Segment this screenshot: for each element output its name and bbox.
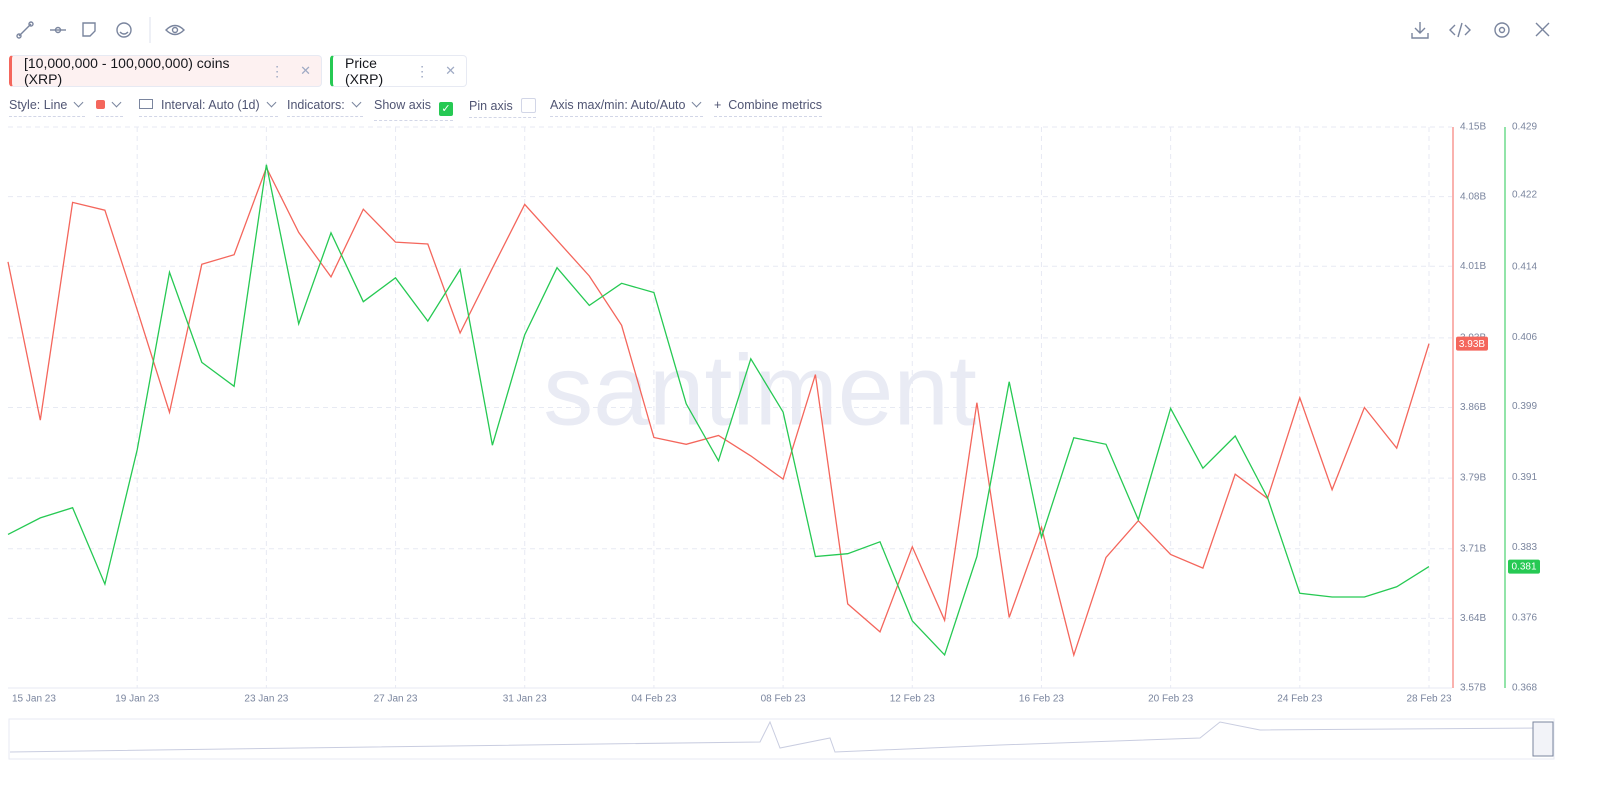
label: Axis max/min: Auto/Auto: [550, 98, 686, 112]
label: Indicators:: [287, 98, 345, 112]
x-tick-label: 23 Jan 23: [244, 694, 288, 705]
y-tick-label: 3.71B: [1460, 543, 1486, 554]
series-line: [7, 165, 1430, 658]
y-tick-label: 0.376: [1512, 613, 1537, 624]
navigator-window[interactable]: [1532, 721, 1554, 757]
color-select[interactable]: [96, 97, 123, 117]
line-tool[interactable]: [16, 21, 34, 39]
close[interactable]: [1535, 22, 1550, 37]
label: Style: Line: [9, 98, 68, 112]
y-tick-label: 0.429: [1512, 122, 1537, 133]
download[interactable]: [1411, 22, 1429, 39]
visibility[interactable]: [165, 24, 185, 36]
x-tick-label: 04 Feb 23: [631, 694, 676, 705]
y-tick-label: 4.08B: [1460, 191, 1486, 202]
x-tick-label: 08 Feb 23: [761, 694, 806, 705]
label: Interval: Auto (1d): [161, 98, 260, 112]
y-tick-label: 3.79B: [1460, 473, 1486, 484]
y-tick-label: 0.383: [1512, 542, 1537, 553]
metric-chip[interactable]: Price (XRP) ⋮ ✕: [330, 55, 467, 87]
y-tick-label: 0.406: [1512, 332, 1537, 343]
axis-minmax[interactable]: Axis max/min: Auto/Auto: [550, 97, 704, 117]
show-axis[interactable]: Show axis ✓: [374, 98, 453, 121]
metric-name: [10,000,000 - 100,000,000) coins (XRP): [24, 55, 230, 87]
settings[interactable]: [1494, 22, 1510, 38]
last-value-badge: [1456, 336, 1488, 351]
indicators-select[interactable]: Indicators:: [287, 97, 363, 117]
top-icons: [16, 17, 1550, 43]
y-tick-label: 0.391: [1512, 472, 1537, 483]
y-tick-label: 0.422: [1512, 190, 1537, 201]
metric-chip[interactable]: [10,000,000 - 100,000,000) coins (XRP) ⋮ ✕: [9, 55, 322, 87]
pin-axis[interactable]: Pin axis: [469, 98, 536, 118]
metric-name: Price (XRP): [345, 55, 384, 87]
series-line: [7, 164, 1430, 657]
x-tick-label: 15 Jan 23: [12, 694, 56, 705]
style-select[interactable]: Style: Line: [9, 97, 86, 117]
embed[interactable]: [1449, 22, 1471, 38]
ray-tool[interactable]: [50, 26, 66, 34]
x-tick-label: 19 Jan 23: [115, 694, 159, 705]
y-tick-label: 3.86B: [1460, 402, 1486, 413]
interval-select[interactable]: Interval: Auto (1d): [139, 97, 278, 117]
y-tick-label: 4.01B: [1460, 261, 1486, 272]
x-tick-label: 16 Feb 23: [1019, 694, 1064, 705]
x-tick-label: 28 Feb 23: [1406, 694, 1451, 705]
emoji-tool[interactable]: [116, 22, 132, 38]
last-value-label: 3.93B: [1459, 339, 1485, 350]
last-value-label: 0.381: [1511, 562, 1536, 573]
y-tick-label: 0.368: [1512, 683, 1537, 694]
watermark: santiment: [543, 334, 977, 446]
note-tool[interactable]: [82, 22, 96, 37]
label: Combine metrics: [728, 98, 823, 112]
x-tick-label: 24 Feb 23: [1277, 694, 1322, 705]
y-tick-label: 0.414: [1512, 261, 1537, 272]
y-tick-label: 4.15B: [1460, 122, 1486, 133]
navigator: [8, 718, 1555, 760]
x-tick-label: 27 Jan 23: [374, 694, 418, 705]
y-tick-label: 3.64B: [1460, 613, 1486, 624]
label: Pin axis: [469, 99, 513, 113]
x-tick-label: 31 Jan 23: [503, 694, 547, 705]
combine-metrics[interactable]: + Combine metrics: [714, 98, 823, 117]
y-tick-label: 0.399: [1512, 401, 1537, 412]
last-value-badge: [1508, 559, 1540, 574]
x-tick-label: 12 Feb 23: [890, 694, 935, 705]
x-tick-label: 20 Feb 23: [1148, 694, 1193, 705]
y-tick-label: 3.93B: [1460, 332, 1486, 343]
label: Show axis: [374, 98, 431, 112]
navigator-line: [9, 720, 1551, 753]
y-tick-label: 3.57B: [1460, 683, 1486, 694]
